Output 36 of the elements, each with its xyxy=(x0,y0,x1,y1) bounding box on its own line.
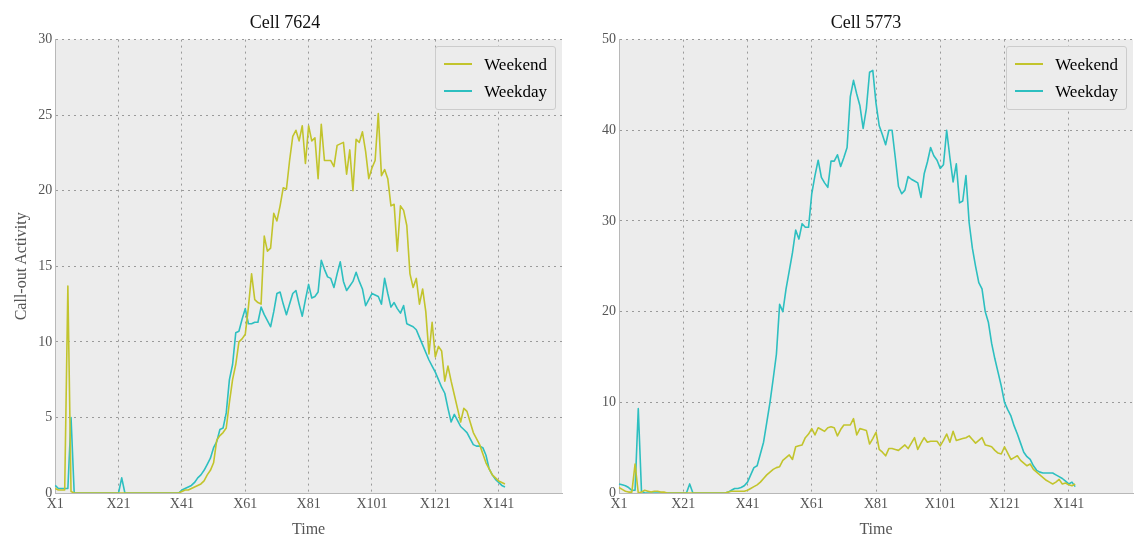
y-axis-title: Call-out Activity xyxy=(11,212,30,321)
legend-label: Weekend xyxy=(1055,53,1118,76)
y-tick-label: 10 xyxy=(38,333,53,349)
chart-title: Cell 7624 xyxy=(249,11,321,32)
chart-title: Cell 5773 xyxy=(830,11,902,32)
y-tick-label: 10 xyxy=(602,393,616,409)
x-tick-label: X41 xyxy=(735,496,760,512)
x-tick-label: X1 xyxy=(46,496,64,512)
x-tick-label: X1 xyxy=(610,496,628,512)
x-tick-label: X101 xyxy=(356,496,388,512)
x-tick-label: X81 xyxy=(296,496,321,512)
x-tick-label: X121 xyxy=(419,496,451,512)
x-tick-label: X21 xyxy=(106,496,131,512)
legend-label: Weekday xyxy=(1055,80,1118,103)
x-axis-title: Time xyxy=(292,519,326,537)
x-tick-label: X21 xyxy=(671,496,696,512)
x-tick-label: X121 xyxy=(988,496,1021,512)
y-tick-label: 50 xyxy=(602,31,616,47)
y-tick-label: 30 xyxy=(38,31,53,47)
y-tick-label: 5 xyxy=(45,409,53,425)
y-tick-label: 15 xyxy=(38,257,53,273)
x-tick-label: X141 xyxy=(1053,496,1085,512)
y-tick-label: 25 xyxy=(38,106,53,122)
y-tick-label: 40 xyxy=(602,121,616,137)
x-tick-label: X101 xyxy=(924,496,956,512)
y-tick-label: 20 xyxy=(602,303,616,319)
y-tick-label: 20 xyxy=(38,182,53,198)
x-tick-label: X141 xyxy=(483,496,515,512)
x-tick-label: X61 xyxy=(233,496,258,512)
legend-label: Weekday xyxy=(484,80,547,103)
x-axis-title: Time xyxy=(859,519,893,537)
x-tick-label: X61 xyxy=(799,496,824,512)
x-tick-label: X81 xyxy=(863,496,889,512)
y-tick-label: 30 xyxy=(602,212,616,228)
legend-label: Weekend xyxy=(484,53,547,76)
x-tick-label: X41 xyxy=(169,496,194,512)
